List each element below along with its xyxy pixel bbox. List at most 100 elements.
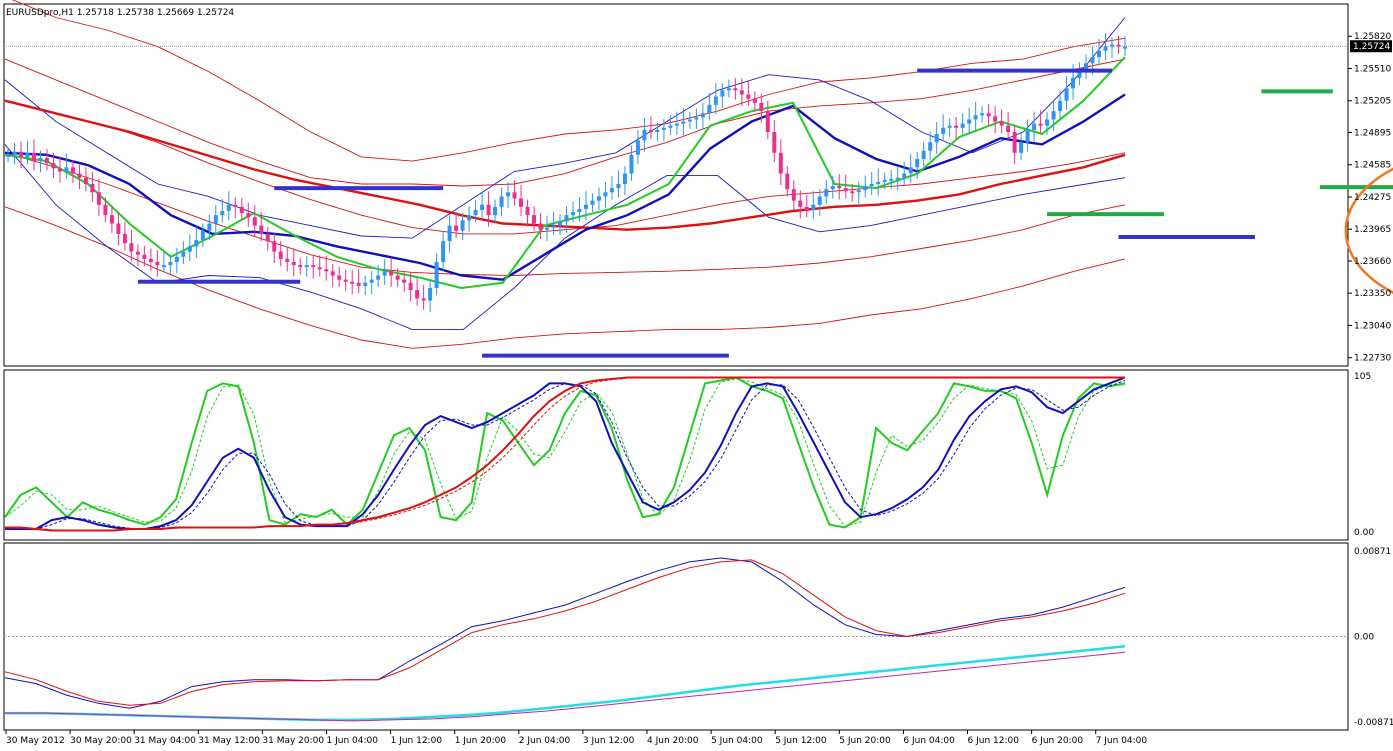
candle-body <box>473 209 478 216</box>
candle-body <box>382 271 387 276</box>
candle-body <box>369 279 374 283</box>
time-tick-label: 6 Jun 12:00 <box>968 736 1020 746</box>
price-tick-label: 1.24585 <box>1354 161 1391 171</box>
candle-body <box>1012 131 1017 153</box>
candle-body <box>882 179 887 182</box>
candle-body <box>785 173 790 190</box>
candle-body <box>38 157 43 162</box>
candle-body <box>726 88 731 91</box>
candle-body <box>317 267 322 270</box>
candle-body <box>986 113 991 117</box>
candle-body <box>1006 125 1011 132</box>
candle-body <box>220 211 225 216</box>
stoch-blue-line <box>5 376 1126 530</box>
stoch-green-signal <box>4 378 1125 527</box>
candle-body <box>18 151 23 157</box>
candle-body <box>174 256 179 262</box>
candle-body <box>791 189 796 201</box>
time-tick-label: 7 Jun 04:00 <box>1096 736 1148 746</box>
candle-body <box>181 251 186 257</box>
candle-body <box>596 196 601 201</box>
candle-body <box>778 152 783 174</box>
candle-body <box>402 279 407 283</box>
chart-title: EURUSDpro,H1 1.25718 1.25738 1.25669 1.2… <box>6 8 234 18</box>
candle-body <box>6 154 10 157</box>
stoch-red-line <box>5 376 1125 532</box>
candle-body <box>324 269 329 272</box>
candle-body <box>148 258 153 262</box>
candle-body <box>570 212 575 216</box>
candle-body <box>655 129 660 132</box>
candle-body <box>804 206 809 210</box>
price-tick-label: 1.23660 <box>1354 257 1391 267</box>
candle-body <box>259 225 264 234</box>
osc-tick-label: 0.00 <box>1354 633 1374 643</box>
candle-body <box>746 94 751 99</box>
candle-body <box>239 206 244 214</box>
candle-body <box>577 208 582 213</box>
time-tick-label: 31 May 04:00 <box>134 736 196 746</box>
price-tick-label: 1.25205 <box>1354 97 1391 107</box>
time-tick-label: 1 Jun 20:00 <box>455 736 507 746</box>
price-tick-label: 1.24275 <box>1354 193 1391 203</box>
candle-body <box>1103 46 1108 51</box>
candle-body <box>51 163 56 169</box>
candle-body <box>90 183 95 193</box>
candle-body <box>856 190 861 193</box>
candle-body <box>25 152 30 157</box>
candle-body <box>311 265 316 268</box>
osc-tick-label: -0.00871 <box>1354 718 1393 728</box>
candle-body <box>246 213 251 218</box>
candle-body <box>1025 129 1030 143</box>
candle-body <box>1019 142 1024 153</box>
candle-body <box>954 125 959 128</box>
candle-body <box>1038 123 1043 126</box>
candle-body <box>713 96 718 105</box>
candle-body <box>207 223 212 231</box>
candle-body <box>480 204 485 210</box>
candle-body <box>648 129 653 132</box>
price-tick-label: 1.23350 <box>1354 289 1391 299</box>
candle-body <box>999 121 1004 126</box>
candle-body <box>545 227 550 230</box>
price-tick-label: 1.23965 <box>1354 225 1391 235</box>
candle-body <box>733 88 738 91</box>
candle-body <box>187 246 192 252</box>
candle-body <box>168 261 173 266</box>
candle-body <box>752 98 757 103</box>
candle-body <box>915 158 920 168</box>
candle-body <box>129 243 134 252</box>
candle-body <box>109 215 114 224</box>
candle-body <box>817 196 822 205</box>
candle-body <box>447 225 452 242</box>
time-tick-label: 6 Jun 20:00 <box>1032 736 1084 746</box>
candle-body <box>272 241 277 252</box>
candle-body <box>668 125 673 128</box>
current-price-tag <box>1350 40 1392 53</box>
candle-body <box>512 192 517 199</box>
candle-body <box>304 265 309 268</box>
time-tick-label: 4 Jun 20:00 <box>647 736 699 746</box>
candle-body <box>298 265 303 268</box>
candle-body <box>122 233 127 244</box>
candle-body <box>252 217 257 226</box>
candle-body <box>1051 111 1056 120</box>
candle-body <box>538 223 543 230</box>
candle-body <box>519 198 524 207</box>
candle-body <box>421 298 426 301</box>
price-tick-label: 1.25820 <box>1354 32 1391 42</box>
candle-body <box>31 152 36 162</box>
candle-body <box>44 157 49 164</box>
candle-body <box>454 225 459 231</box>
candle-body <box>843 188 848 192</box>
candle-body <box>1090 57 1095 64</box>
time-tick-label: 1 Jun 04:00 <box>327 736 379 746</box>
candle-body <box>928 142 933 151</box>
candle-body <box>278 251 283 259</box>
candle-body <box>609 188 614 193</box>
candle-body <box>200 230 205 241</box>
candle-body <box>64 167 69 172</box>
osc-blue-line <box>4 557 1126 709</box>
